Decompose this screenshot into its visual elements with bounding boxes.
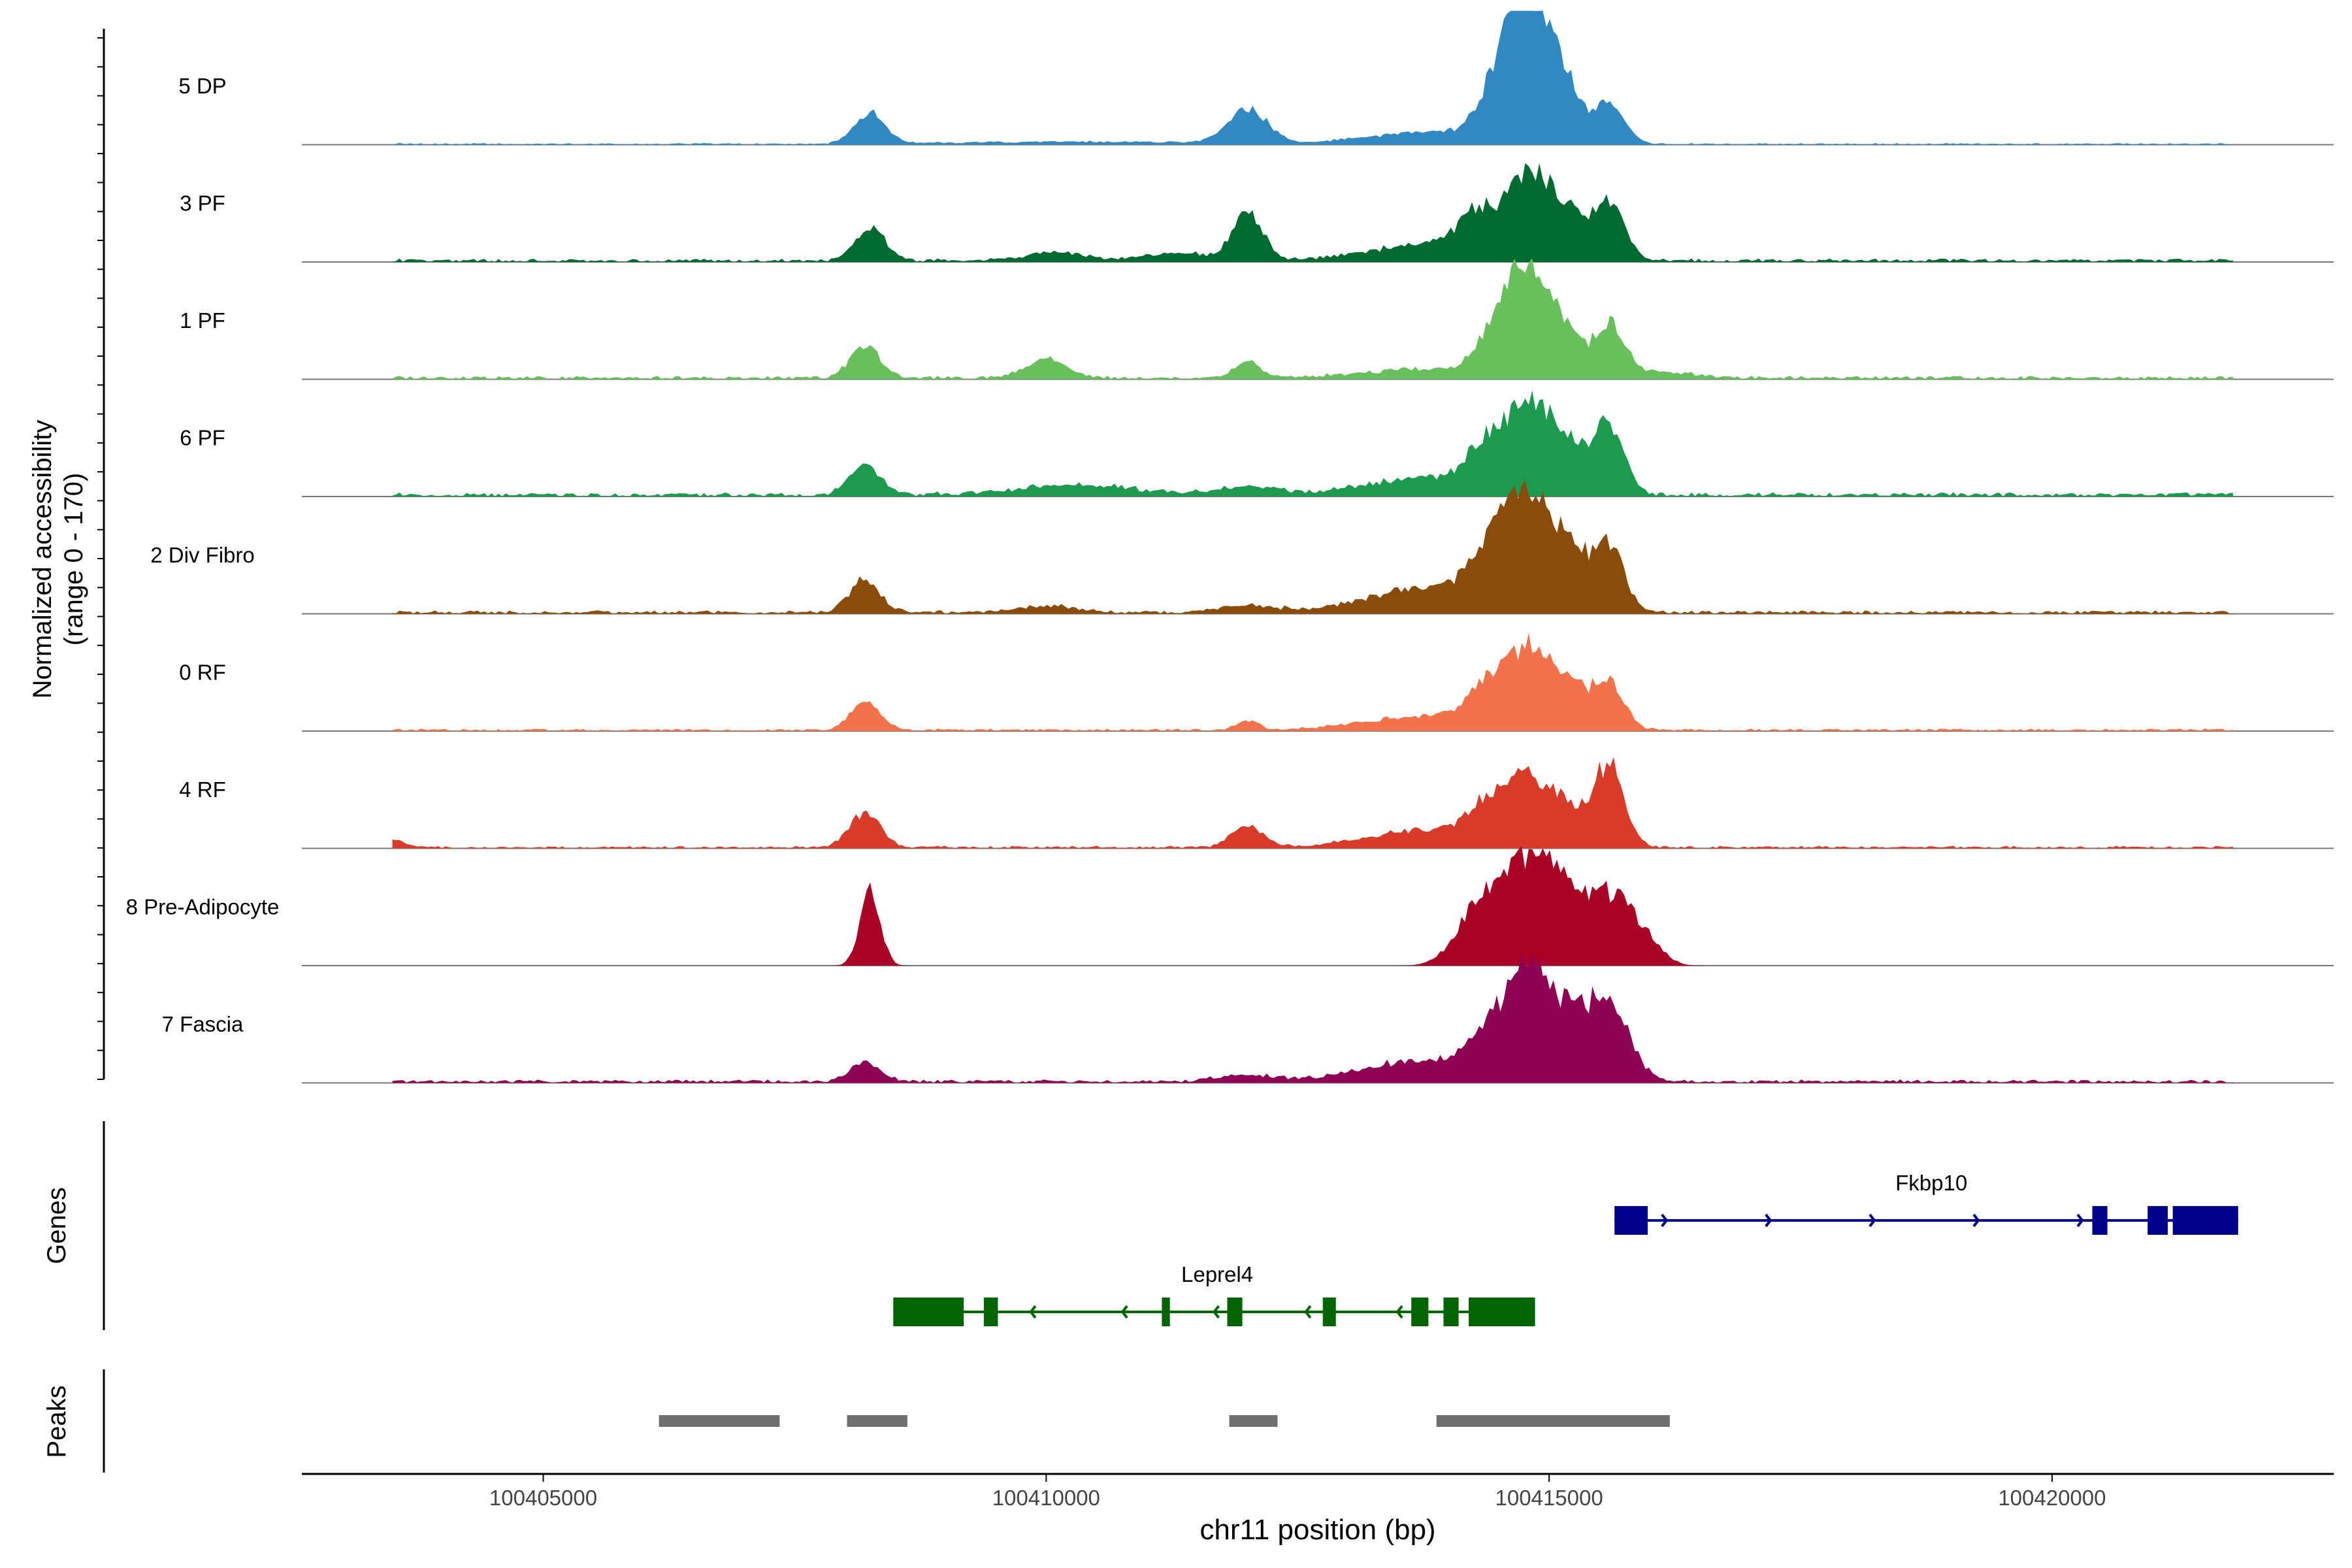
coverage-area [392, 10, 2233, 145]
strand-arrow [1120, 1305, 1128, 1319]
coverage-area [392, 480, 2233, 614]
coverage-y-axis: Normalized accessibility (range 0 - 170) [28, 29, 105, 1080]
x-axis-title: chr11 position (bp) [1200, 1514, 1435, 1546]
strand-arrow [1029, 1305, 1037, 1319]
genes-label: Genes [42, 1187, 71, 1264]
gene-exon [893, 1298, 964, 1326]
coverage-area [392, 845, 2233, 966]
gene-exon [1227, 1298, 1243, 1326]
gene-name-label: Fkbp10 [1895, 1171, 1967, 1195]
genes-panel: Genes Fkbp10 Leprel4 [42, 1121, 2238, 1330]
coverage-track: 2 Div Fibro [150, 480, 2334, 615]
x-tick-label: 100420000 [1998, 1486, 2106, 1510]
gene-exon [1443, 1298, 1459, 1326]
x-axis-ticks: 100405000 100410000 100415000 100420000 [489, 1474, 2106, 1510]
gene-model: Leprel4 [893, 1262, 1535, 1326]
track-label: 3 PF [180, 191, 225, 216]
gene-exon [2172, 1206, 2238, 1235]
peak-region [1436, 1415, 1670, 1427]
coverage-track: 7 Fascia [162, 954, 2334, 1084]
gene-model: Fkbp10 [1614, 1171, 2238, 1235]
track-label: 1 PF [180, 308, 225, 333]
y-axis-label-line1: Normalized accessibility [28, 420, 57, 699]
coverage-area [392, 390, 2233, 497]
track-label: 2 Div Fibro [150, 543, 255, 567]
coverage-track: 1 PF [180, 258, 2334, 380]
strand-arrow [1212, 1305, 1220, 1319]
gene-exon [1411, 1298, 1429, 1326]
track-label: 4 RF [179, 777, 226, 802]
peaks-panel: Peaks [42, 1369, 1670, 1473]
gene-exon [2092, 1206, 2108, 1235]
strand-arrow [1396, 1305, 1403, 1319]
x-axis: 100405000 100410000 100415000 100420000 chr… [302, 1473, 2334, 1546]
coverage-y-axis-ticks [97, 37, 104, 1080]
x-tick-label: 100415000 [1495, 1486, 1603, 1510]
gene-exon [983, 1298, 998, 1326]
track-label: 5 DP [178, 74, 226, 98]
track-label: 0 RF [179, 661, 226, 685]
coverage-tracks: 5 DP 3 PF 1 PF 6 PF 2 Div Fibro 0 RF 4 RF 8 Pre… [126, 10, 2334, 1084]
strand-arrow [1304, 1305, 1312, 1319]
peaks-label: Peaks [42, 1385, 71, 1458]
gene-exon [1162, 1298, 1170, 1326]
strand-arrow [1869, 1213, 1876, 1228]
peak-regions [659, 1415, 1670, 1427]
strand-arrow [1972, 1213, 1980, 1228]
coverage-area [392, 954, 2233, 1083]
track-label: 7 Fascia [162, 1012, 244, 1036]
x-tick-label: 100410000 [992, 1486, 1100, 1510]
coverage-track: 5 DP [178, 10, 2334, 146]
coverage-area [392, 757, 2233, 849]
coverage-area [392, 258, 2233, 380]
coverage-track: 0 RF [179, 632, 2334, 732]
gene-exon [1614, 1206, 1648, 1235]
peak-region [659, 1415, 780, 1427]
peak-region [1229, 1415, 1278, 1427]
x-tick-label: 100405000 [489, 1486, 597, 1510]
coverage-area [392, 163, 2233, 262]
coverage-area [392, 632, 2233, 731]
gene-exon [1468, 1298, 1535, 1326]
peak-region [847, 1415, 907, 1427]
coverage-track: 8 Pre-Adipocyte [126, 845, 2334, 966]
strand-arrow [1765, 1213, 1772, 1228]
coverage-track: 6 PF [180, 390, 2334, 497]
y-axis-label-line2: (range 0 - 170) [59, 473, 88, 646]
track-label: 8 Pre-Adipocyte [126, 895, 280, 919]
coverage-track: 4 RF [179, 757, 2334, 849]
gene-models: Fkbp10 Leprel4 [893, 1171, 2238, 1326]
strand-arrow [2076, 1213, 2084, 1228]
gene-name-label: Leprel4 [1181, 1262, 1253, 1286]
coverage-track: 3 PF [180, 163, 2334, 263]
strand-arrow [1661, 1213, 1669, 1228]
gene-exon [2148, 1206, 2168, 1235]
gene-exon [1322, 1298, 1336, 1326]
track-label: 6 PF [180, 426, 225, 450]
